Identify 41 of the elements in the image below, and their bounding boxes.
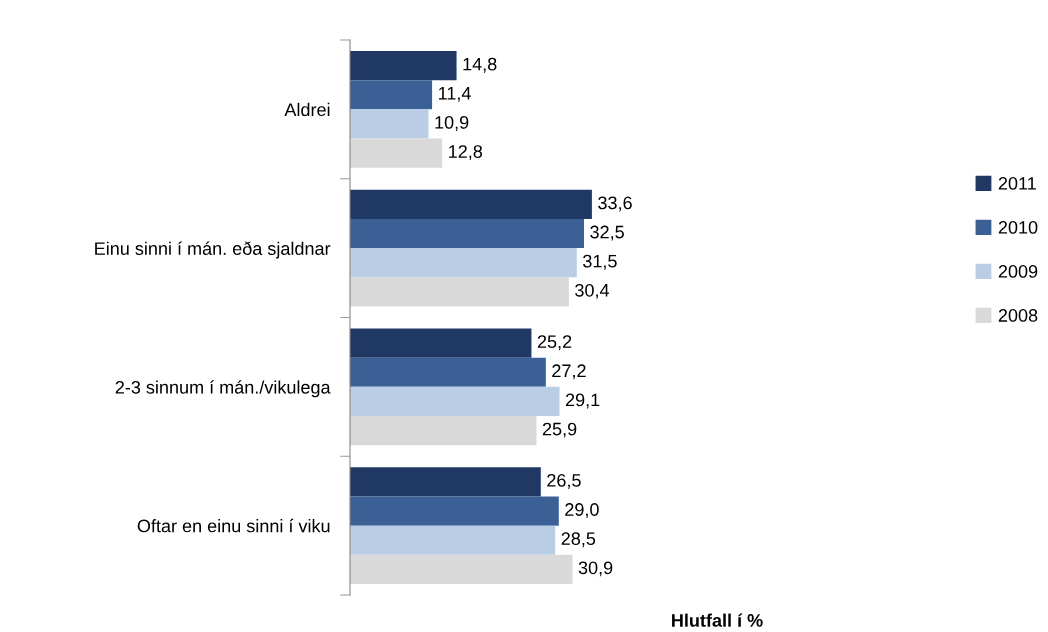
data-label: 28,5 — [561, 532, 596, 548]
bar — [350, 386, 560, 417]
bar — [350, 218, 584, 249]
bar — [350, 357, 546, 387]
data-label: 29,0 — [565, 503, 599, 519]
data-label: 30,9 — [578, 561, 613, 577]
data-label: 29,1 — [565, 393, 600, 409]
x-axis-title: Hlutfall í % — [672, 613, 763, 627]
bar — [350, 109, 429, 139]
bar — [350, 51, 457, 81]
bar — [350, 554, 573, 584]
data-label: 26,5 — [547, 473, 581, 489]
legend-label: 2008 — [998, 309, 1038, 322]
bar — [350, 277, 569, 307]
data-label: 33,6 — [598, 196, 632, 212]
data-label: 12,8 — [449, 145, 483, 161]
y-tick-label: Einu sinni í mán. eða sjaldnar — [95, 241, 331, 259]
y-tick-label: Aldrei — [284, 102, 330, 117]
data-label: 32,5 — [590, 225, 624, 241]
data-label: 25,9 — [542, 422, 577, 438]
data-label: 11,4 — [439, 87, 471, 102]
bar — [350, 328, 532, 358]
y-tick-label: Oftar en einu sinni í viku — [137, 518, 330, 533]
bar — [350, 496, 559, 526]
data-label: 25,2 — [537, 335, 572, 351]
data-label: 31,5 — [583, 254, 617, 270]
y-tick-label: 2-3 sinnum í mán./vikulega — [115, 380, 331, 398]
data-label: 14,8 — [463, 57, 497, 73]
legend-label: 2010 — [998, 221, 1038, 234]
data-label: 27,2 — [552, 364, 586, 380]
data-label: 30,4 — [575, 283, 610, 299]
bar — [350, 248, 577, 278]
bar — [350, 80, 433, 110]
bar — [350, 525, 556, 555]
bar — [350, 416, 537, 446]
bar — [350, 467, 541, 497]
bar — [350, 138, 443, 168]
data-label: 10,9 — [435, 116, 469, 131]
legend-label: 2011 — [998, 176, 1036, 190]
bar — [350, 189, 592, 219]
legend-label: 2009 — [998, 265, 1038, 278]
